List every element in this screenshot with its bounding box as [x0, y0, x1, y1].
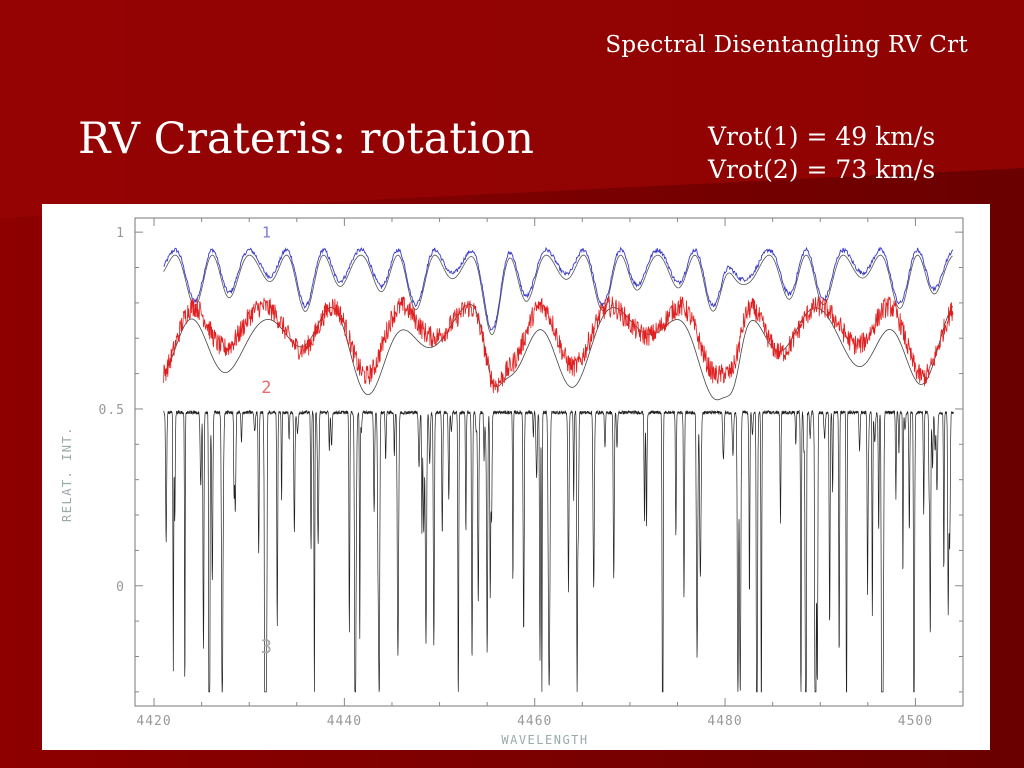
y-tick-label: 0.5 — [99, 403, 125, 418]
series-1-model — [163, 254, 953, 336]
series-3-line — [163, 409, 954, 693]
vrot-2: Vrot(2) = 73 km/s — [708, 155, 936, 184]
vrot-values: Vrot(1) = 49 km/s Vrot(2) = 73 km/s — [708, 120, 935, 186]
spectrum-chart: 4420 4440 4460 4480 4500 1 0.5 0 WAVELENGTH RELAT… — [42, 204, 990, 750]
slide-title: RV Crateris: rotation — [78, 114, 534, 164]
x-tick-label: 4480 — [707, 714, 742, 729]
plot-frame — [134, 217, 964, 707]
vrot-1: Vrot(1) = 49 km/s — [708, 122, 936, 151]
slide-header: Spectral Disentangling RV Crt — [605, 32, 968, 58]
series-2-label: 2 — [261, 378, 271, 398]
spectrum-svg: 4420 4440 4460 4480 4500 1 0.5 0 WAVELENGTH RELAT… — [60, 217, 964, 747]
x-axis-label: WAVELENGTH — [501, 733, 588, 747]
series-1-line — [163, 246, 954, 331]
y-tick-label: 1 — [116, 226, 125, 241]
series-1-label: 1 — [262, 223, 271, 241]
series-3-label: 3 — [261, 636, 272, 658]
y-axis-label: RELAT. INT. — [60, 426, 74, 522]
series-2-line — [163, 296, 954, 394]
x-tick-label: 4420 — [136, 714, 171, 729]
x-tick-label: 4460 — [517, 714, 552, 729]
x-tick-label: 4440 — [327, 714, 362, 729]
y-tick-label: 0 — [116, 580, 125, 595]
x-tick-label: 4500 — [898, 714, 933, 729]
